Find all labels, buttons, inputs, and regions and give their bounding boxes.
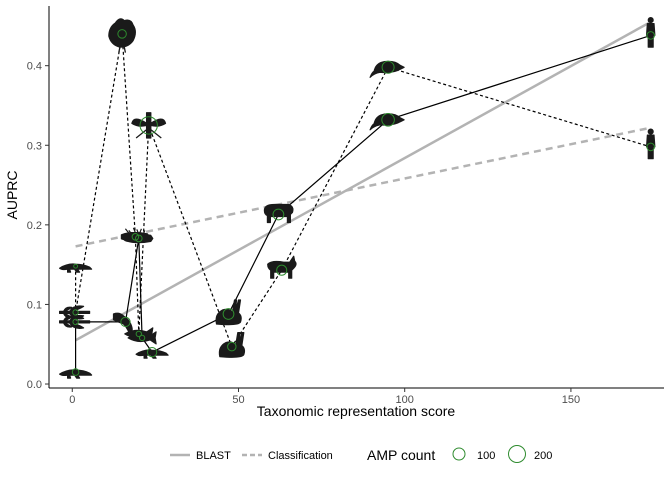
blast-point-3 [135,234,143,243]
classification-point-9 [646,142,655,152]
classification-rooster-silhouette [108,18,136,53]
classification-point-2 [117,29,127,39]
y-tick-label-4: 0.4 [27,61,42,73]
blast-human-silhouette [645,17,656,48]
classification-goat-silhouette [267,255,297,279]
legend-blast-label: BLAST [196,450,231,462]
trendline-blast [74,20,652,342]
classification-point-0 [73,263,78,269]
x-axis-title: Taxonomic representation score [257,403,456,419]
classification-human-silhouette [645,128,656,160]
blast-point-8 [381,113,395,127]
legend: BLAST Classification AMP count 100 200 [170,445,552,463]
blast-point-5 [146,347,158,358]
x-tick-label-3: 150 [562,394,580,406]
x-tick-label-1: 50 [232,394,244,406]
blast-lizard-silhouette [135,349,169,359]
blast-lizard-silhouette [58,369,93,379]
blast-point-0 [71,368,80,376]
classification-point-7 [276,264,288,276]
classification-point-6 [227,341,237,352]
tick-labels: 0 50 100 150 0.0 0.1 0.2 0.3 0.4 [27,61,580,406]
y-tick-label-3: 0.3 [27,140,42,152]
y-tick-label-1: 0.1 [27,299,42,311]
classification-point-4 [135,330,142,338]
connecting-path-layer [75,33,651,373]
blast-point-4 [138,334,146,342]
classification-mouse-silhouette [369,60,405,78]
blast-point-9 [646,31,655,40]
classification-point-5 [139,116,158,135]
blast-point-6 [222,308,235,320]
classification-dragonfly-silhouette [58,305,91,320]
blast-point-2 [120,316,131,328]
legend-classification-label: Classification [268,450,333,462]
blast-pig-silhouette [263,203,294,224]
blast-dragonfly-silhouette [58,314,91,329]
trendline-layer [74,20,652,342]
blast-rabbit-silhouette [215,299,242,326]
classification-point-3 [131,233,140,241]
point-layer [71,29,655,376]
classification-point-1 [72,309,79,316]
blast-mouse-silhouette [369,113,405,131]
axes [45,6,664,392]
legend-size-circle-100 [452,447,466,461]
path-blast [75,34,651,373]
legend-size-label-200: 200 [534,450,552,462]
x-tick-label-0: 0 [69,394,75,406]
legend-size-title: AMP count [367,447,435,463]
classification-point-8 [381,60,395,74]
blast-point-1 [72,318,79,326]
classification-mosquito-silhouette [131,112,167,139]
y-tick-label-2: 0.2 [27,220,42,232]
x-tick-label-2: 100 [396,394,414,406]
blast-point-7 [272,208,285,221]
classification-rabbit-silhouette [218,332,246,358]
y-tick-label-0: 0.0 [27,379,42,391]
trendline-classification [75,126,651,248]
path-classification [75,33,651,348]
silhouette-layer [58,17,656,379]
y-axis-title: AUPRC [4,170,20,219]
classification-fish-silhouette [124,327,154,341]
legend-size-label-100: 100 [477,450,495,462]
legend-size-circle-200 [508,445,526,463]
